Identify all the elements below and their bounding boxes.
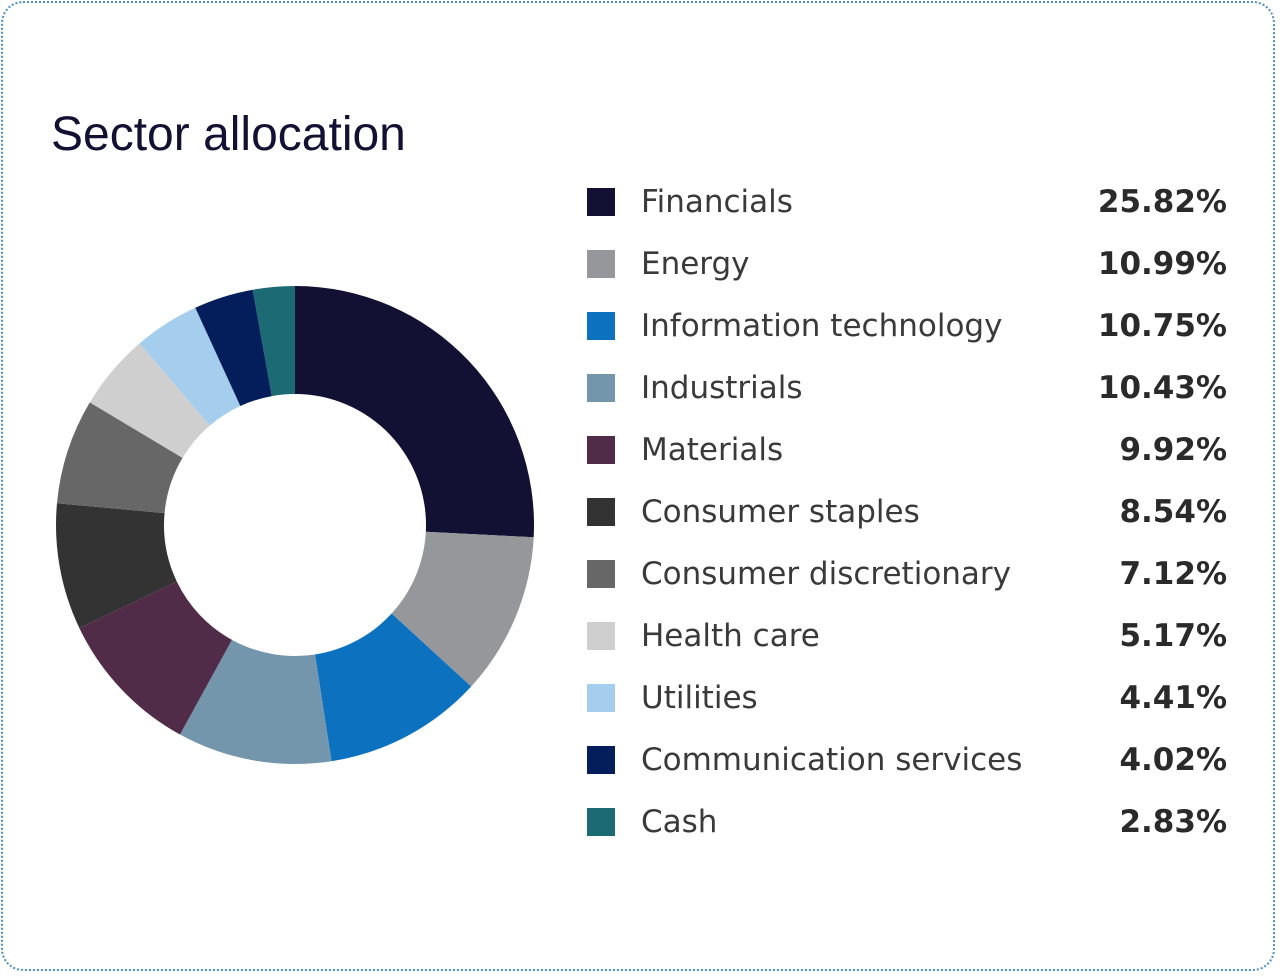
donut-slice-energy <box>391 531 534 687</box>
legend-label: Energy <box>641 246 750 282</box>
legend-item-utilities: Utilities 4.41% <box>587 667 1227 729</box>
legend-label: Cash <box>641 804 718 840</box>
legend-value: 8.54% <box>1119 494 1227 530</box>
legend-value: 10.99% <box>1097 246 1227 282</box>
legend-label: Communication services <box>641 742 1023 778</box>
legend-swatch <box>587 374 615 402</box>
donut-slice-consumer-discretionary <box>56 402 183 514</box>
donut-slice-utilities <box>139 307 241 426</box>
legend-value: 4.41% <box>1119 680 1227 716</box>
legend-value: 7.12% <box>1119 556 1227 592</box>
donut-slice-industrials <box>179 639 332 764</box>
legend-value: 10.75% <box>1097 308 1227 344</box>
legend-label: Information technology <box>641 308 1003 344</box>
legend-label: Utilities <box>641 680 758 716</box>
donut-chart <box>55 286 534 764</box>
legend-swatch <box>587 436 615 464</box>
legend-value: 4.02% <box>1119 742 1227 778</box>
donut-slice-materials <box>79 581 232 735</box>
legend-label: Materials <box>641 432 784 468</box>
legend-swatch <box>587 746 615 774</box>
legend-item-materials: Materials 9.92% <box>587 419 1227 481</box>
legend-label: Health care <box>641 618 820 654</box>
legend-label: Industrials <box>641 370 803 406</box>
legend-item-industrials: Industrials 10.43% <box>587 357 1227 419</box>
legend-swatch <box>587 684 615 712</box>
legend-swatch <box>587 622 615 650</box>
legend-item-financials: Financials 25.82% <box>587 171 1227 233</box>
legend-label: Consumer discretionary <box>641 556 1012 592</box>
legend-item-consumer-staples: Consumer staples 8.54% <box>587 481 1227 543</box>
legend-swatch <box>587 560 615 588</box>
legend-item-communication-services: Communication services 4.02% <box>587 729 1227 791</box>
legend-value: 25.82% <box>1097 184 1227 220</box>
legend-swatch <box>587 188 615 216</box>
legend-item-cash: Cash 2.83% <box>587 791 1227 853</box>
legend-swatch <box>587 250 615 278</box>
legend-item-information-technology: Information technology 10.75% <box>587 295 1227 357</box>
legend-swatch <box>587 498 615 526</box>
legend-item-energy: Energy 10.99% <box>587 233 1227 295</box>
legend-value: 9.92% <box>1119 432 1227 468</box>
donut-slice-consumer-staples <box>55 503 177 628</box>
donut-slice-cash <box>252 286 295 397</box>
donut-slice-financials <box>295 286 534 538</box>
legend-item-health-care: Health care 5.17% <box>587 605 1227 667</box>
legend-value: 5.17% <box>1119 618 1227 654</box>
legend: Financials 25.82% Energy 10.99% Information … <box>587 171 1227 853</box>
legend-swatch <box>587 808 615 836</box>
legend-label: Financials <box>641 184 793 220</box>
legend-swatch <box>587 312 615 340</box>
chart-title: Sector allocation <box>51 108 406 161</box>
legend-item-consumer-discretionary: Consumer discretionary 7.12% <box>587 543 1227 605</box>
legend-value: 10.43% <box>1097 370 1227 406</box>
donut-slice-health-care <box>89 343 210 458</box>
legend-value: 2.83% <box>1119 804 1227 840</box>
donut-slice-communication-services <box>195 289 272 406</box>
donut-slice-information-technology <box>315 613 472 762</box>
legend-label: Consumer staples <box>641 494 920 530</box>
